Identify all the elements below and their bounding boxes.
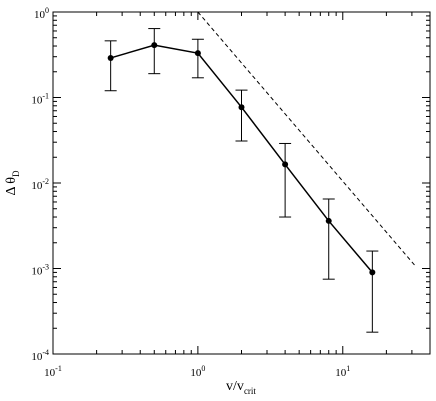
y-tick-label: 10-3 — [31, 263, 49, 278]
plot-frame — [52, 11, 431, 355]
data-point — [238, 104, 245, 111]
series-line — [110, 44, 373, 273]
y-axis-title-subscript: D — [11, 170, 21, 177]
x-axis-title-base: v/v — [226, 379, 244, 394]
tick-labels: 10-1 100 101 10-4 10-3 10-2 10-1 100 — [31, 6, 350, 379]
y-tick-label: 10-1 — [31, 92, 49, 107]
major-ticks — [52, 11, 430, 355]
x-tick-label: 101 — [335, 364, 350, 379]
x-tick-label: 100 — [190, 364, 205, 379]
y-tick-label: 100 — [34, 6, 49, 21]
y-tick-label: 10-4 — [31, 348, 49, 363]
series-layer — [104, 11, 417, 333]
y-tick-label: 10-2 — [31, 177, 49, 192]
data-point — [194, 50, 201, 57]
data-point — [107, 54, 114, 61]
x-axis-title-subscript: crit — [244, 386, 256, 396]
data-point — [151, 42, 158, 49]
x-axis-title: v/vcrit — [226, 379, 256, 396]
minor-ticks — [53, 12, 431, 354]
x-tick-label: 10-1 — [44, 364, 62, 379]
reference-dashed-line — [197, 11, 417, 268]
y-axis-title-symbol: Δ θ — [4, 177, 19, 196]
data-point — [282, 161, 289, 168]
data-point — [369, 269, 376, 276]
data-point — [325, 217, 332, 224]
y-axis-title: Δ θD — [4, 170, 21, 195]
